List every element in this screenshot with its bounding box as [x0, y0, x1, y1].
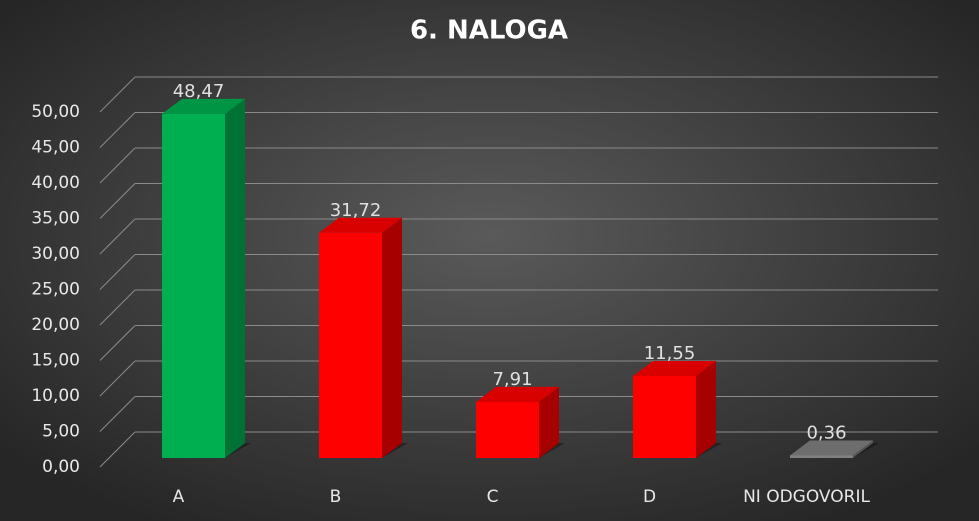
x-tick-label: A: [173, 487, 185, 507]
y-tick-label: 40,00: [31, 173, 80, 193]
bar-side-shade: [225, 98, 245, 458]
bar: [319, 217, 408, 458]
value-label: 11,55: [644, 343, 696, 364]
grid-line-depth: [99, 218, 136, 255]
bar-side-shade: [539, 386, 559, 458]
y-tick-label: 30,00: [31, 244, 80, 264]
bar-top: [162, 98, 245, 114]
bar-front: [162, 113, 225, 458]
x-tick-label: B: [330, 487, 342, 507]
y-tick-label: 35,00: [31, 209, 80, 229]
grid-line: [99, 218, 938, 255]
grid-line: [99, 183, 938, 219]
bar-side: [225, 98, 245, 458]
grid-line-depth: [99, 289, 136, 326]
grid-line-depth: [99, 147, 136, 184]
grid-line: [99, 76, 938, 113]
grid-line-depth: [99, 431, 136, 468]
value-label: 0,36: [806, 422, 846, 443]
bar-front: [319, 232, 382, 458]
bar-top-shade: [162, 98, 245, 114]
bar-top-shade: [476, 386, 559, 402]
bar-top: [633, 360, 716, 376]
bar-top: [319, 217, 402, 233]
bar: [790, 440, 879, 458]
bar-front: [790, 455, 853, 458]
x-tick-label: D: [643, 487, 656, 507]
grid-line: [99, 254, 938, 290]
value-label: 31,72: [330, 200, 382, 221]
grid-line-depth: [99, 360, 136, 397]
x-tick-label: C: [487, 487, 499, 507]
grid-line: [99, 289, 938, 326]
bar-front: [476, 401, 539, 458]
bar-side: [696, 360, 716, 458]
y-tick-label: 20,00: [31, 315, 80, 335]
y-tick-label: 0,00: [42, 457, 80, 477]
value-label: 48,47: [173, 81, 225, 102]
bar: [476, 386, 565, 458]
y-tick-label: 45,00: [31, 138, 80, 158]
x-tick-label: NI ODGOVORIL: [743, 487, 870, 507]
chart-title: 6. NALOGA: [410, 16, 568, 46]
bar-front: [633, 375, 696, 458]
grid-line: [99, 360, 938, 397]
grid-line: [99, 147, 938, 184]
y-tick-label: 5,00: [42, 422, 80, 442]
y-tick-label: 50,00: [31, 102, 80, 122]
bar-side-shade: [696, 360, 716, 458]
grid-line: [99, 325, 938, 361]
bar: [162, 98, 251, 458]
grid-line-depth: [99, 254, 136, 290]
grid-line-depth: [99, 76, 136, 113]
y-tick-label: 15,00: [31, 351, 80, 371]
bar-side: [382, 217, 402, 458]
bar: [633, 360, 722, 458]
bar-top-shade: [790, 440, 873, 456]
bar-side-shade: [853, 440, 873, 458]
grid-line-depth: [99, 112, 136, 148]
bar-side: [539, 386, 559, 458]
bar-top-shade: [319, 217, 402, 233]
grid-line-depth: [99, 183, 136, 219]
grid-line-depth: [99, 325, 136, 361]
bar-side-shade: [382, 217, 402, 458]
bar-top: [790, 440, 873, 456]
y-tick-label: 10,00: [31, 386, 80, 406]
value-label: 7,91: [492, 369, 532, 390]
bar-top-shade: [633, 360, 716, 376]
bar-side: [853, 440, 873, 458]
grid-line: [99, 112, 938, 148]
y-tick-label: 25,00: [31, 280, 80, 300]
bar-top: [476, 386, 559, 402]
grid-line-depth: [99, 396, 136, 432]
